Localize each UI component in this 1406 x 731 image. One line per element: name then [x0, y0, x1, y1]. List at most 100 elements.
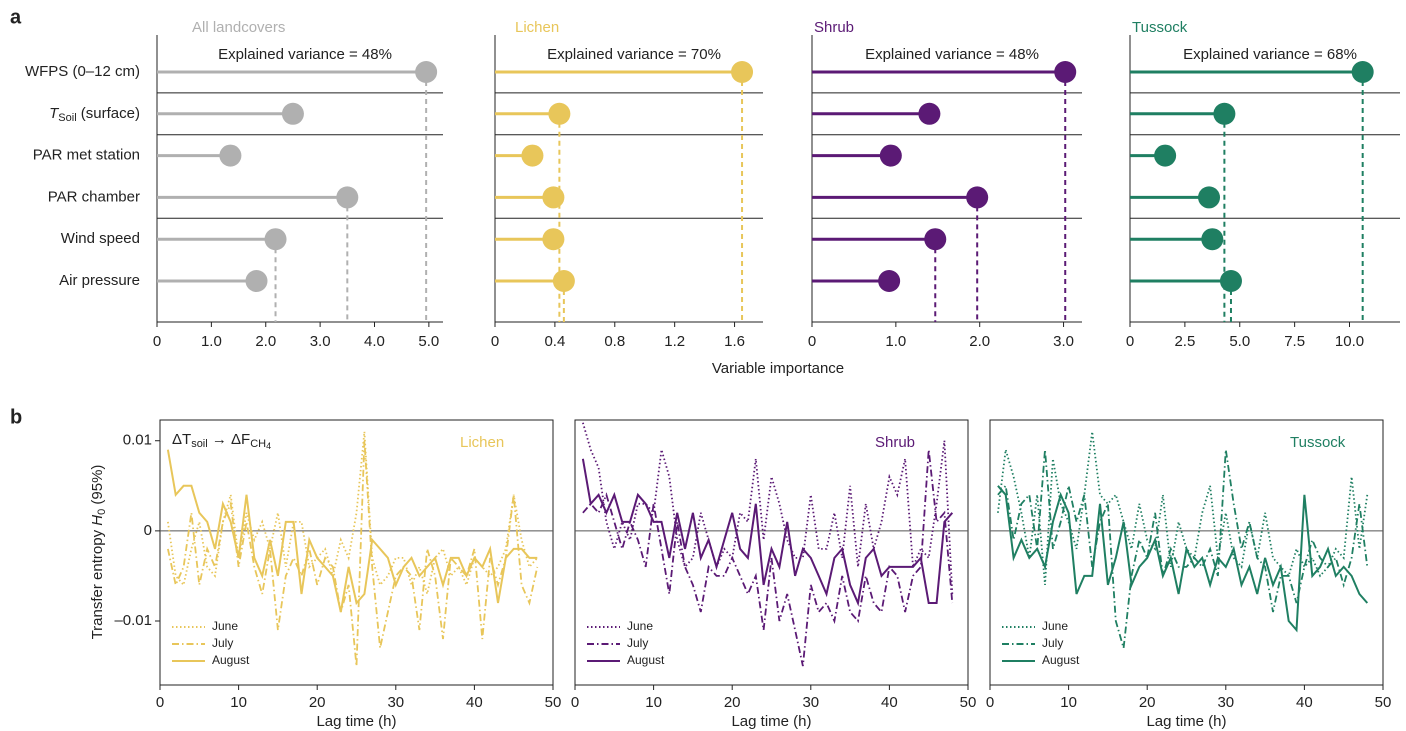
x-tick-label: 50 [960, 694, 977, 711]
x-tick-label: 0 [571, 694, 579, 711]
legend-label: July [1042, 636, 1063, 650]
x-tick-label: 0 [986, 694, 994, 711]
text-part: ΔT [172, 431, 191, 448]
x-tick-label: 20 [1139, 694, 1156, 711]
dot [245, 270, 268, 292]
dot [281, 102, 304, 125]
panel-title: Lichen [460, 434, 504, 451]
x-axis-label: Lag time (h) [1146, 713, 1226, 730]
dot [924, 228, 947, 251]
series-line [582, 449, 954, 667]
x-tick-label: 0.4 [544, 333, 565, 350]
dot [966, 186, 989, 209]
legend-label: June [212, 619, 238, 633]
x-tick-label: 2.0 [969, 333, 990, 350]
x-tick-label: 50 [1375, 694, 1392, 711]
x-tick-label: 7.5 [1284, 333, 1305, 350]
category-label: PAR chamber [48, 188, 140, 205]
series-line [167, 440, 539, 667]
panel-title: Tussock [1132, 19, 1188, 36]
text-part: 0 [96, 509, 108, 515]
legend-label: June [627, 619, 653, 633]
x-tick-label: 20 [309, 694, 326, 711]
plot-frame [159, 419, 554, 686]
category-label: Wind speed [61, 230, 140, 247]
x-tick-label: 0 [808, 333, 816, 350]
category-label: PAR met station [33, 147, 140, 164]
x-tick-label: 0 [491, 333, 499, 350]
dot [1201, 228, 1224, 251]
legend-label: August [1042, 653, 1080, 667]
category-label: Air pressure [59, 272, 140, 289]
panel-label: b [10, 406, 22, 428]
dot [415, 61, 438, 83]
x-tick-label: 5.0 [1229, 333, 1250, 350]
dot [542, 228, 565, 251]
x-tick-label: 2.5 [1174, 333, 1195, 350]
x-tick-label: 10 [230, 694, 247, 711]
annotation: Explained variance = 48% [218, 46, 392, 63]
dot [731, 61, 754, 83]
x-tick-label: 40 [1296, 694, 1313, 711]
x-tick-label: 30 [802, 694, 819, 711]
text-part: Transfer entropy [89, 526, 106, 640]
panel-title: All landcovers [192, 19, 285, 36]
dot [542, 186, 565, 209]
plot-frame [989, 419, 1384, 686]
x-tick-label: 0 [153, 333, 161, 350]
series-line [166, 449, 538, 613]
x-tick-label: 1.2 [664, 333, 685, 350]
x-tick-label: 1.0 [885, 333, 906, 350]
text-part: T [49, 105, 60, 122]
panel-title: Lichen [515, 19, 559, 36]
panel-title: Shrub [814, 19, 854, 36]
x-tick-label: 3.0 [1053, 333, 1074, 350]
dot [521, 144, 544, 167]
annotation: ΔTsoil → ΔFCH4 [172, 431, 271, 451]
y-tick-label: 0 [144, 522, 152, 539]
dot [879, 144, 902, 167]
text-part: 4 [266, 441, 271, 451]
text-part: (95%) [89, 465, 106, 509]
dot [219, 144, 242, 167]
series-line [582, 422, 954, 595]
shared-x-label: Variable importance [712, 360, 844, 377]
dot [1219, 270, 1242, 292]
dot [1213, 102, 1236, 125]
y-tick-label: 0.01 [123, 432, 152, 449]
annotation: Explained variance = 68% [1183, 46, 1357, 63]
dot [552, 270, 575, 292]
legend-label: August [627, 653, 665, 667]
x-axis-label: Lag time (h) [316, 713, 396, 730]
x-tick-label: 10 [645, 694, 662, 711]
category-label: TSoil (surface) [49, 105, 140, 124]
series-line [581, 458, 954, 607]
text-part: (surface) [77, 105, 140, 122]
dot [548, 102, 571, 125]
text-part: CH [250, 438, 266, 450]
x-tick-label: 30 [1217, 694, 1234, 711]
panel-title: Tussock [1290, 434, 1346, 451]
legend-label: June [1042, 619, 1068, 633]
panel-label: a [10, 6, 22, 28]
y-axis-label: Transfer entropy H0 (95%) [89, 465, 108, 640]
x-tick-label: 1.0 [201, 333, 222, 350]
dot [1198, 186, 1221, 209]
x-tick-label: 0 [156, 694, 164, 711]
legend-label: August [212, 653, 250, 667]
text-part: H [89, 515, 106, 526]
x-tick-label: 10 [1060, 694, 1077, 711]
dot [918, 102, 941, 125]
series-line [997, 485, 1369, 633]
dot [878, 270, 901, 292]
y-tick-label: –0.01 [114, 612, 152, 629]
x-tick-label: 40 [881, 694, 898, 711]
text-part: → ΔF [208, 431, 251, 448]
text-part: Soil [58, 112, 76, 124]
dot [1154, 144, 1177, 167]
x-tick-label: 3.0 [310, 333, 331, 350]
x-tick-label: 30 [387, 694, 404, 711]
x-tick-label: 50 [545, 694, 562, 711]
plot-frame [574, 419, 969, 686]
